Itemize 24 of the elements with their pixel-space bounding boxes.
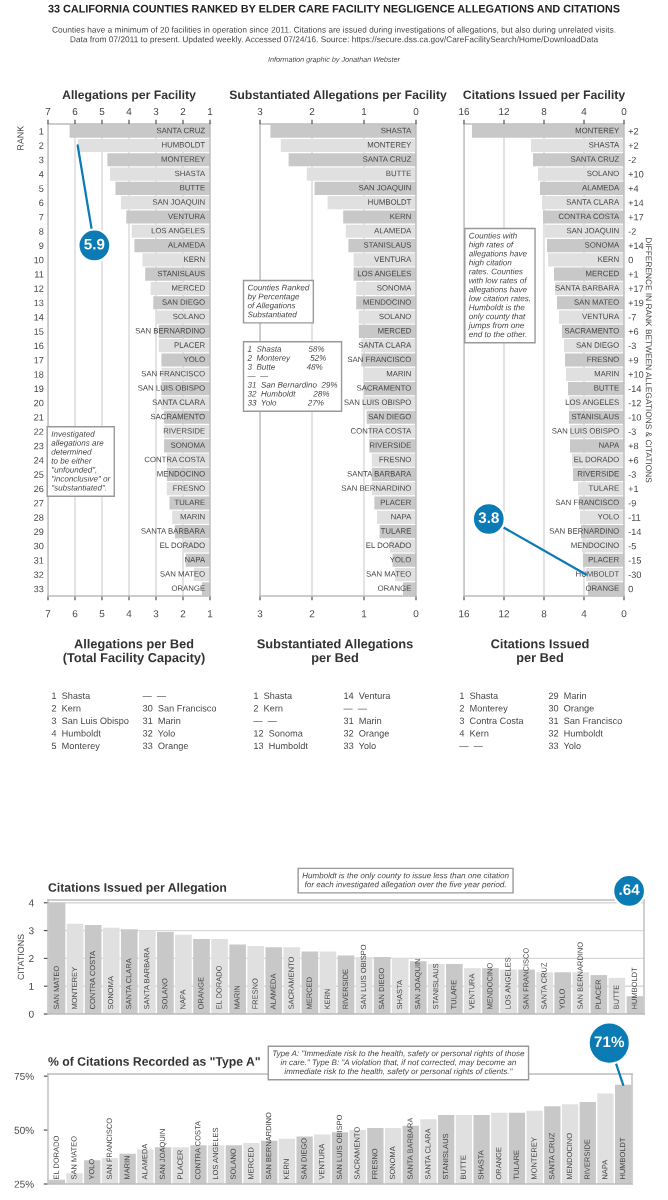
- bar: [568, 382, 624, 396]
- bar: [301, 951, 319, 1014]
- bar: [472, 124, 624, 138]
- bar: [193, 938, 210, 1014]
- bar: [570, 439, 624, 453]
- bar: [343, 210, 416, 224]
- bar: [540, 181, 624, 195]
- bar: [265, 947, 283, 1014]
- bar: [270, 124, 416, 138]
- bar: [409, 961, 427, 1014]
- bar: [157, 931, 174, 1014]
- bar: [361, 353, 416, 367]
- bar: [554, 972, 572, 1014]
- bar: [554, 267, 624, 281]
- bar: [543, 210, 624, 224]
- bar: [446, 963, 463, 1014]
- bar: [533, 153, 624, 167]
- bar: [565, 353, 624, 367]
- bar: [547, 239, 624, 253]
- bar: [229, 944, 246, 1014]
- bar: [120, 929, 138, 1014]
- bar: [374, 496, 416, 510]
- bar: [314, 181, 416, 195]
- bar: [288, 153, 416, 167]
